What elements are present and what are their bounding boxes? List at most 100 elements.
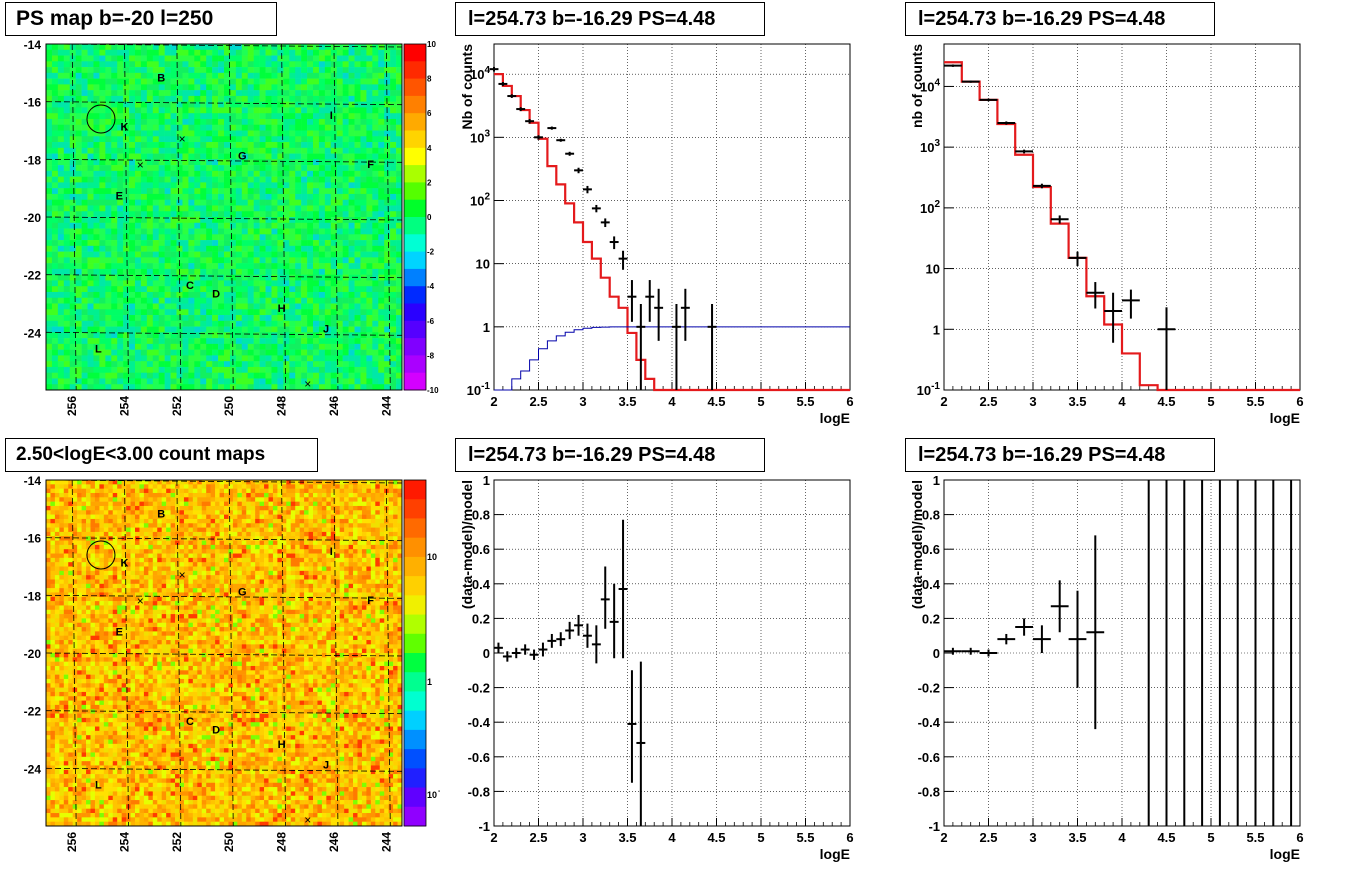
data-point [503,651,512,661]
data-point [490,67,499,72]
map-x-tick-label: 250 [222,832,236,852]
data-point [1069,252,1087,266]
y-tick-label: -0.8 [468,784,490,799]
data-point [601,218,610,227]
data-point [507,94,516,98]
x-tick-label: 3.5 [618,394,636,409]
data-point [1104,293,1122,343]
colorbar-label: -10 [427,386,439,395]
cross-marker: × [179,132,186,146]
data-point [547,127,556,130]
y-tick-label: 0 [483,646,490,661]
y-tick-label: -1 [478,819,490,834]
map-marker-label: H [278,303,286,315]
colorbar-label: -8 [427,351,435,360]
data-point [1069,591,1087,688]
map-marker-label: K [121,558,129,570]
data-point [592,625,601,663]
data-point [628,670,637,782]
data-point [521,644,530,654]
x-tick-label: 4.5 [707,394,725,409]
data-point [636,662,645,826]
y-tick-label: 103 [470,128,490,145]
x-tick-label: 2.5 [529,830,547,845]
map-marker-label: L [95,344,102,356]
data-point [708,304,717,390]
data-point [530,650,539,660]
colorbar-exponent: -1 [438,788,440,795]
x-tick-label: 4 [668,394,676,409]
data-point [583,624,592,648]
data-point [980,650,998,657]
map-x-tick-label: 254 [118,832,132,852]
colorbar-label: 10 [427,790,437,800]
data-point [962,648,980,655]
map-y-tick-label: -14 [24,38,42,52]
x-axis-label: logE [1270,846,1300,862]
x-tick-label: 3.5 [1068,830,1086,845]
map-image [46,44,402,390]
x-tick-label: 3 [579,394,586,409]
data-point [556,632,565,646]
y-tick-label: 0 [933,646,940,661]
x-tick-label: 2 [940,394,947,409]
data-point [628,280,637,322]
x-tick-label: 5 [757,394,764,409]
x-tick-label: 5 [1207,830,1214,845]
map-x-tick-label: 252 [170,396,184,416]
map-marker-label: B [157,508,165,520]
data-point [681,289,690,341]
y-tick-label: -0.2 [468,681,490,696]
data-point [574,168,583,174]
map-marker-label: B [157,72,165,84]
y-tick-label: 102 [920,199,940,216]
residual-title-left: l=254.73 b=-16.29 PS=4.48 [455,438,765,472]
x-tick-label: 6 [846,830,853,845]
map-marker-label: J [323,323,329,335]
map-marker-label: E [116,191,123,203]
data-point [592,205,601,212]
map-y-tick-label: -22 [24,705,42,719]
data-point [1015,618,1033,635]
residual-title-right: l=254.73 b=-16.29 PS=4.48 [905,438,1215,472]
colorbar-label: 1 [427,677,432,687]
data-point [645,280,654,322]
x-tick-label: 3 [579,830,586,845]
data-point [1122,290,1140,319]
map-marker-label: F [367,159,374,171]
map-image [46,480,402,826]
map-y-tick-label: -16 [24,96,42,110]
data-point [962,81,980,83]
y-tick-label: -0.4 [468,715,491,730]
y-axis-label: (data-model)/model [909,480,925,609]
cross-marker: × [304,813,311,827]
y-tick-label: -0.6 [468,750,490,765]
y-tick-label: -0.6 [918,750,940,765]
x-tick-label: 2.5 [979,830,997,845]
data-point [944,648,962,655]
x-tick-label: 5.5 [796,830,814,845]
x-tick-label: 4.5 [707,830,725,845]
colorbar-label: 6 [427,109,432,118]
colorbar [404,480,426,827]
map-marker-label: K [121,122,129,134]
colorbar-label: 0 [427,213,432,222]
x-tick-label: 5.5 [796,394,814,409]
map-x-tick-label: 248 [275,396,289,416]
map-y-tick-label: -24 [24,326,42,340]
map-marker-label: D [212,725,220,737]
data-point [636,304,645,390]
colorbar-label: 8 [427,75,432,84]
data-point [610,584,619,658]
data-point [619,251,628,270]
x-tick-label: 4.5 [1157,830,1175,845]
x-tick-label: 6 [1296,394,1303,409]
colorbar-label: 10 [427,552,437,562]
cross-marker: × [179,568,186,582]
